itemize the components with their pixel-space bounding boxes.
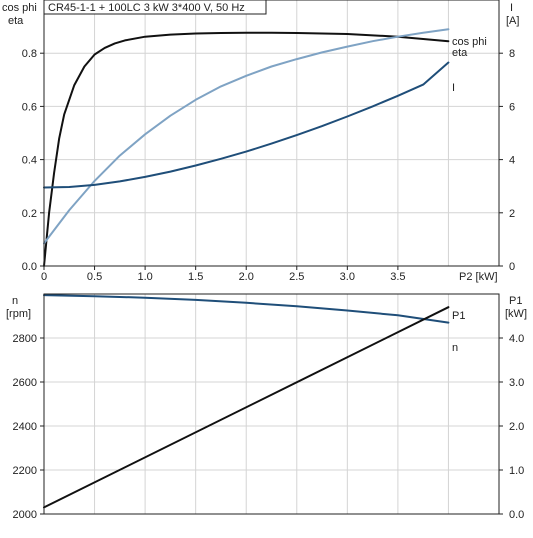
left-axis-label-eta: eta: [8, 15, 24, 27]
x-tick-label: 2.0: [239, 271, 254, 283]
top-right-tick-label: 4: [509, 155, 515, 167]
top-panel: 0.0 0.2 0.4 0.6 0.8 0 2 4 6 8 0 0.5 1.0 1.5 2.0 2.5 3.0 3…: [2, 0, 519, 283]
x-tick-label: 3.5: [390, 271, 405, 283]
right-axis-label-amps: [A]: [506, 15, 519, 27]
left-axis-label-rpm: [rpm]: [6, 308, 31, 320]
chart-title-box: [43, 0, 267, 15]
left-axis-label-cos-phi: cos phi: [2, 2, 37, 14]
x-axis-label-p2: P2 [kW]: [459, 271, 498, 283]
series-label-n: n: [452, 342, 458, 354]
top-series-i-line: [43, 61, 450, 189]
top-right-tick-label: 6: [509, 101, 515, 113]
bottom-series-layer: [43, 294, 450, 509]
bottom-series-p1-line: [43, 306, 450, 509]
right-axis-label-current: I: [510, 2, 513, 14]
series-label-cos-phi: cos phi: [452, 36, 487, 48]
bottom-plot-frame: [43, 293, 500, 515]
series-label-eta: eta: [452, 47, 468, 59]
x-tick-label: 3.0: [340, 271, 355, 283]
x-tick-label: 0.5: [87, 271, 102, 283]
top-left-tick-label: 0.0: [22, 261, 37, 273]
bottom-left-tick-label: 2600: [13, 377, 37, 389]
x-tick-label: 1.0: [137, 271, 152, 283]
right-axis-label-p1: P1: [509, 295, 522, 307]
bottom-right-tick-label: 4.0: [509, 333, 524, 345]
bottom-right-tick-label: 2.0: [509, 421, 524, 433]
bottom-right-tick-label: 3.0: [509, 377, 524, 389]
top-right-tick-label: 2: [509, 208, 515, 220]
top-right-tick-label: 8: [509, 48, 515, 60]
top-left-tick-label: 0.8: [22, 48, 37, 60]
x-tick-label: 2.5: [289, 271, 304, 283]
top-left-tick-label: 0.4: [22, 155, 37, 167]
bottom-right-tick-label: 1.0: [509, 465, 524, 477]
left-axis-label-n: n: [12, 295, 18, 307]
bottom-left-tick-label: 2000: [13, 509, 37, 521]
bottom-left-tick-label: 2400: [13, 421, 37, 433]
top-series-cos-phi-line: [43, 28, 450, 245]
top-left-tick-label: 0.6: [22, 101, 37, 113]
top-right-tick-label: 0: [509, 261, 515, 273]
top-gridlines: [44, 0, 499, 266]
bottom-left-tick-label: 2200: [13, 465, 37, 477]
right-axis-label-kw: [kW]: [505, 308, 527, 320]
top-series-layer: [43, 28, 450, 267]
bottom-panel: 2000 2200 2400 2600 2800 0.0 1.0 2.0 3.0 4.0 n [r…: [6, 293, 527, 521]
chart-title: CR45-1-1 + 100LC 3 kW 3*400 V, 50 Hz: [48, 2, 245, 14]
bottom-series-n-line: [43, 294, 450, 324]
top-left-tick-label: 0.2: [22, 208, 37, 220]
top-ticks: 0.0 0.2 0.4 0.6 0.8 0 2 4 6 8 0 0.5 1.0 1.5 2.0 2.5 3.0 3…: [22, 48, 515, 283]
top-plot-frame: [43, 0, 500, 267]
x-tick-label: 0: [41, 271, 47, 283]
top-series-eta-line: [43, 31, 450, 267]
bottom-gridlines: [44, 294, 499, 514]
x-tick-label: 1.5: [188, 271, 203, 283]
series-label-p1: P1: [452, 310, 465, 322]
bottom-ticks: 2000 2200 2400 2600 2800 0.0 1.0 2.0 3.0 4.0: [13, 333, 525, 521]
bottom-left-tick-label: 2800: [13, 333, 37, 345]
series-label-current: I: [452, 82, 455, 94]
bottom-right-tick-label: 0.0: [509, 509, 524, 521]
